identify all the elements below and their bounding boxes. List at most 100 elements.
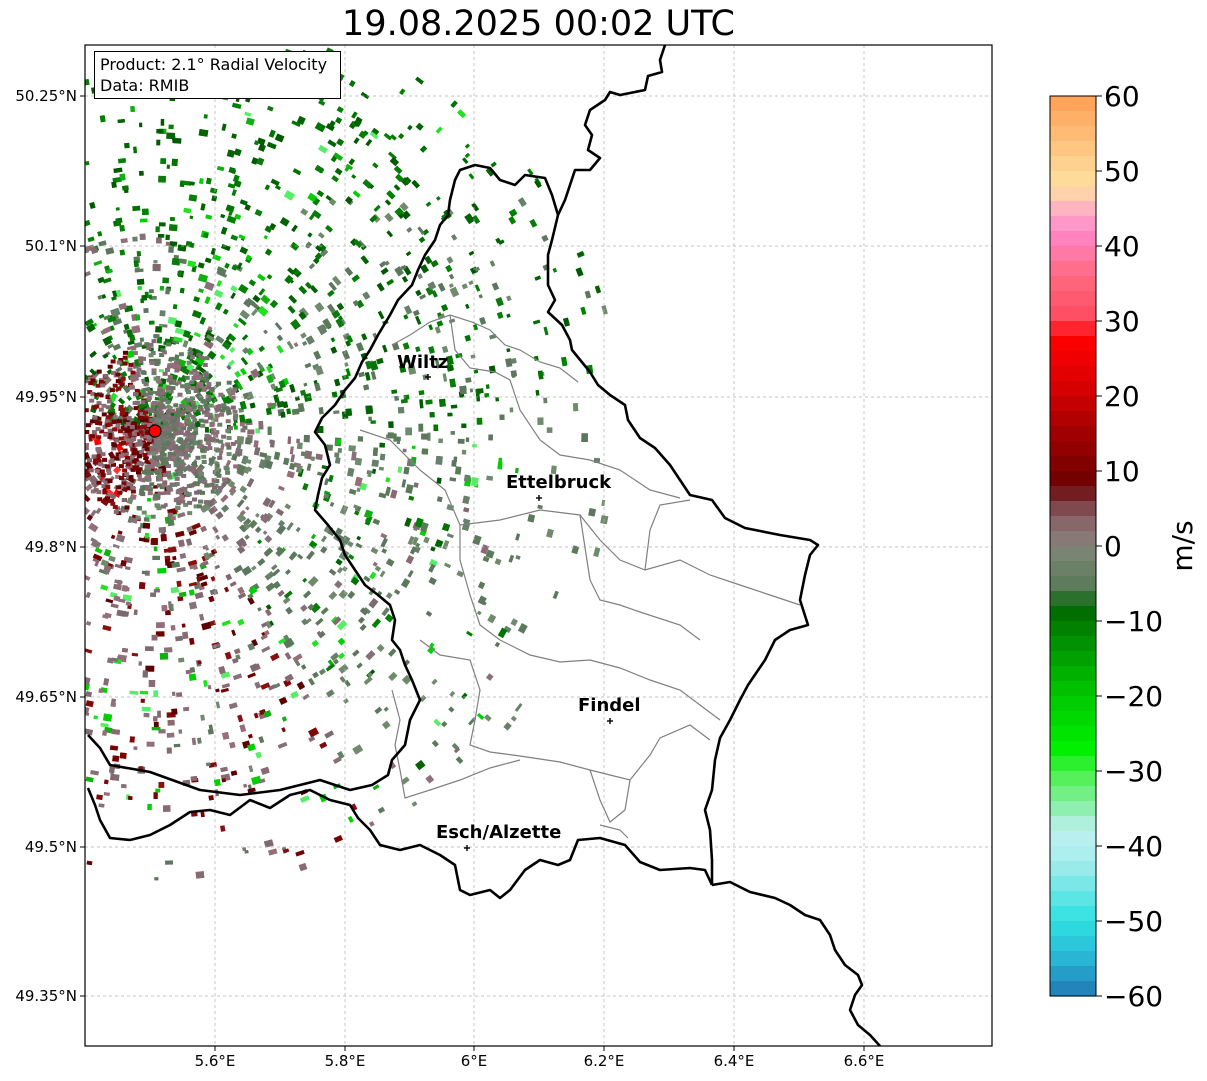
radar-echo-pixel [147,423,152,427]
radar-echo-pixel [494,641,501,648]
radar-echo-pixel [181,426,187,430]
radar-echo-pixel [418,236,426,244]
radar-echo-pixel [495,397,500,402]
radar-echo-pixel [508,554,515,563]
radar-echo-pixel [264,547,274,557]
colorbar-segment [1050,231,1096,247]
radar-echo-pixel [403,394,410,401]
radar-echo-pixel [203,336,212,343]
radar-echo-pixel [372,518,381,526]
lon-tick-label: 6°E [461,1052,488,1070]
radar-echo-pixel [228,485,237,494]
radar-echo-pixel [103,713,113,722]
radar-echo-pixel [206,498,216,507]
radar-echo-pixel [281,716,287,722]
radar-echo-pixel [431,678,438,685]
colorbar-segment [1050,711,1096,727]
radar-echo-pixel [240,356,249,366]
radar-echo-pixel [262,530,268,535]
radar-echo-pixel [258,736,265,744]
radar-echo-pixel [527,513,536,523]
radar-echo-pixel [468,250,475,256]
radar-echo-pixel [161,446,167,451]
radar-echo-pixel [388,671,398,682]
lat-tick-labels: 50.25°N 50.1°N 49.95°N 49.8°N 49.65°N 49… [15,87,77,1005]
radar-echo-pixel [146,395,152,400]
radar-echo-pixel [169,356,175,361]
radar-echo-pixel [152,264,161,272]
radar-echo-pixel [173,472,179,477]
radar-echo-pixel [251,775,262,786]
radar-echo-pixel [401,674,412,685]
radar-echo-pixel [315,245,323,252]
radar-echo-pixel [151,371,157,376]
radar-echo-pixel [257,606,262,612]
radar-echo-pixel [161,461,167,466]
radar-echo-pixel [537,417,544,425]
radar-echo-pixel [417,226,425,235]
radar-echo-pixel [346,335,354,344]
colorbar-tick-label: −20 [1104,680,1163,713]
radar-echo-pixel [222,477,227,482]
radar-echo-pixel [253,712,259,719]
radar-echo-pixel [415,76,424,85]
colorbar-segment [1050,531,1096,547]
radar-echo-pixel [263,234,268,240]
radar-echo-pixel [505,358,513,368]
radar-echo-pixel [226,445,232,450]
radar-echo-pixel [246,297,256,307]
radar-echo-pixel [112,443,118,448]
radar-echo-pixel [124,472,130,477]
radar-echo-pixel [234,213,242,220]
radar-echo-pixel [168,124,174,130]
radar-echo-pixel [266,374,274,384]
radar-echo-pixel [162,480,168,485]
radar-echo-pixel [260,294,271,305]
city-label-wiltz: Wiltz [397,352,448,373]
radar-echo-pixel [153,716,158,722]
radar-echo-pixel [260,766,270,775]
radar-echo-pixel [373,204,381,213]
radar-echo-pixel [97,295,103,300]
radar-echo-pixel [239,367,247,376]
radar-echo-pixel [303,393,312,402]
radar-echo-pixel [428,563,436,573]
radar-echo-pixel [137,409,143,414]
radar-echo-pixel [435,359,441,369]
radar-echo-pixel [247,429,255,435]
radar-echo-pixel [325,195,332,201]
radar-echo-pixel [228,702,238,710]
radar-echo-pixel [102,614,109,619]
radar-echo-pixel [185,453,191,458]
radar-echo-pixel [108,412,114,417]
radar-echo-pixel [374,565,382,572]
radar-echo-pixel [336,106,344,113]
radar-echo-pixel [96,435,102,440]
radar-echo-pixel [320,607,329,615]
radar-echo-pixel [196,572,205,578]
radar-echo-pixel [233,564,244,574]
radar-echo-pixel [173,743,181,748]
radar-echo-pixel [334,580,343,589]
radar-echo-pixel [204,257,212,264]
radar-echo-pixel [88,381,94,386]
radar-echo-pixel [127,460,133,464]
radar-echo-pixel [136,470,141,475]
radar-echo-pixel [286,522,294,531]
radar-echo-pixel [415,289,422,297]
radar-echo-pixel [175,490,181,495]
radar-echo-pixel [336,620,348,631]
radar-echo-pixel [139,233,146,241]
radar-echo-pixel [136,367,142,372]
radar-echo-pixel [333,152,344,161]
radar-echo-pixel [384,613,394,623]
radar-echo-pixel [204,356,210,361]
radar-echo-pixel [370,127,380,136]
radar-echo-pixel [170,625,176,631]
product-info-box: Product: 2.1° Radial Velocity Data: RMIB [94,51,341,99]
radar-echo-pixel [313,350,322,360]
radar-echo-pixel [157,233,165,238]
radar-echo-pixel [111,181,117,189]
radar-echo-pixel [171,452,177,457]
radar-echo-pixel [226,364,232,371]
